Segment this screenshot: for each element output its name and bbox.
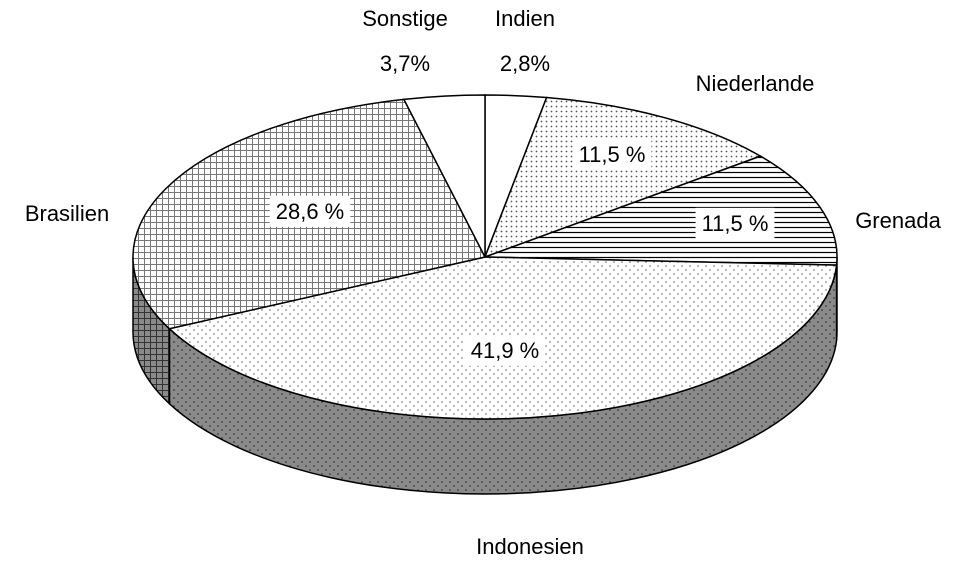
- value-label: 3,7%: [380, 51, 430, 76]
- value-label: 11,5 %: [702, 211, 769, 236]
- value-label: 28,6 %: [276, 199, 345, 224]
- pie-slice: [402, 94, 486, 258]
- pie-slice: [483, 96, 763, 259]
- category-label: Grenada: [855, 208, 941, 233]
- value-label: 11,5 %: [579, 142, 646, 167]
- value-label: 41,9 %: [471, 338, 540, 363]
- label-background: [572, 138, 652, 170]
- label-background: [464, 334, 546, 366]
- category-label: Indonesien: [476, 534, 584, 559]
- category-label: Indien: [495, 6, 555, 31]
- value-label: 2,8%: [500, 51, 550, 76]
- label-background: [695, 207, 775, 239]
- category-label: Sonstige: [362, 6, 448, 31]
- category-label: Brasilien: [25, 201, 109, 226]
- label-background: [269, 195, 351, 227]
- category-label: Niederlande: [696, 71, 815, 96]
